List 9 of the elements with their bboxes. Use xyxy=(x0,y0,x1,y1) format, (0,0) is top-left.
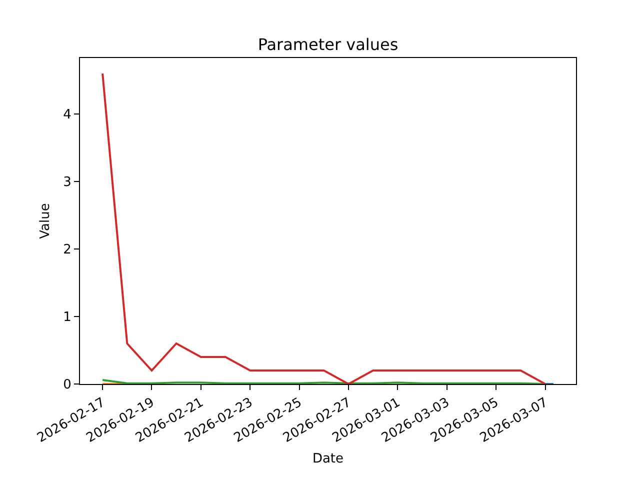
x-axis-title: Date xyxy=(312,452,344,467)
line-series xyxy=(102,72,546,384)
y-tick-label: 3 xyxy=(63,175,72,190)
y-tick-label: 0 xyxy=(63,378,72,393)
y-axis-title: Value xyxy=(38,203,54,239)
y-tick-label: 4 xyxy=(63,108,72,123)
y-tick-label: 2 xyxy=(63,242,72,258)
chart-title: Parameter values xyxy=(258,35,398,54)
y-tick-label: 1 xyxy=(63,310,72,326)
